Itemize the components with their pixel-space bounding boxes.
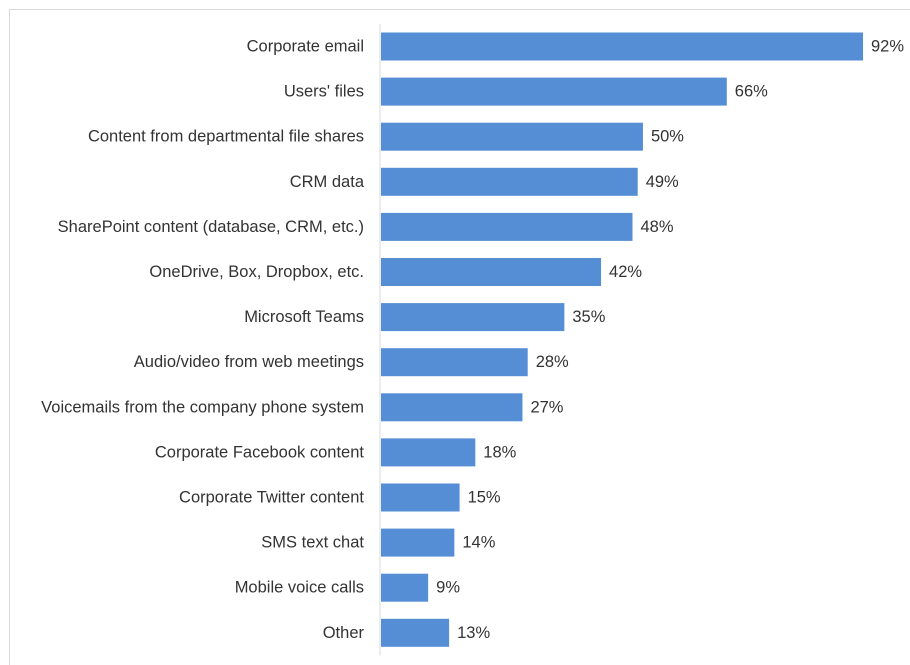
data-label: 48% <box>640 218 673 236</box>
category-label: Corporate Facebook content <box>155 443 365 461</box>
data-label: 49% <box>646 173 679 191</box>
bar <box>381 348 528 377</box>
category-label: Corporate email <box>247 38 364 56</box>
data-label: 50% <box>651 128 684 146</box>
bar <box>381 618 450 647</box>
data-labels: 92% 66% 50% 49% 48% 42% 35% 28% 27% 18% 15% 14% 9% 13… <box>436 38 904 642</box>
category-label: Other <box>323 624 365 642</box>
category-label: Users' files <box>284 83 364 101</box>
bar <box>381 167 638 196</box>
category-label: Voicemails from the company phone system <box>41 398 364 416</box>
category-label: Content from departmental file shares <box>88 128 364 146</box>
category-label: SharePoint content (database, CRM, etc.) <box>58 218 364 236</box>
category-label: Audio/video from web meetings <box>134 353 364 371</box>
bar <box>381 573 429 602</box>
category-labels: Corporate email Users' files Content from … <box>41 38 365 642</box>
bar <box>381 122 643 151</box>
data-label: 13% <box>457 624 490 642</box>
bar <box>381 303 565 332</box>
category-label: Mobile voice calls <box>235 579 364 597</box>
category-label: OneDrive, Box, Dropbox, etc. <box>149 263 364 281</box>
data-label: 15% <box>468 489 501 507</box>
category-label: Microsoft Teams <box>244 308 364 326</box>
bar <box>381 212 633 241</box>
data-label: 35% <box>572 308 605 326</box>
bar <box>381 393 523 422</box>
bar <box>381 483 460 512</box>
data-label: 27% <box>530 398 563 416</box>
bar <box>381 77 727 106</box>
bar <box>381 258 602 286</box>
data-label: 66% <box>735 83 768 101</box>
data-label: 14% <box>462 534 495 552</box>
data-label: 92% <box>871 38 904 56</box>
category-label: CRM data <box>290 173 365 191</box>
chart-frame <box>9 9 910 665</box>
data-label: 18% <box>483 443 516 461</box>
data-label: 28% <box>536 353 569 371</box>
bar <box>381 438 476 467</box>
category-label: Corporate Twitter content <box>179 489 364 507</box>
bars <box>381 32 863 647</box>
bar <box>381 32 863 61</box>
data-label: 9% <box>436 579 460 597</box>
bar <box>381 528 455 557</box>
data-label: 42% <box>609 263 642 281</box>
category-label: SMS text chat <box>261 534 364 552</box>
